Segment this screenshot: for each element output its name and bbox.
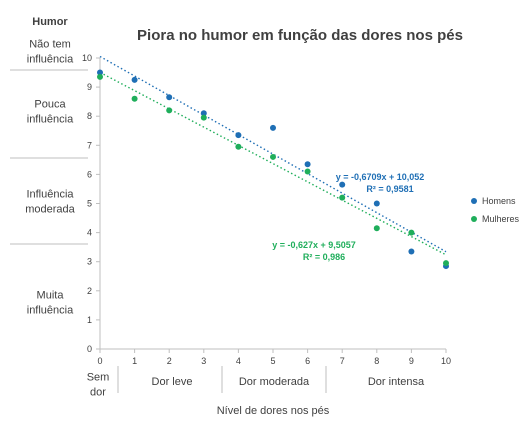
trendline-equation: y = -0,6709x + 10,052 <box>336 172 425 182</box>
point-mulheres <box>235 143 242 150</box>
y-tick-label: 2 <box>87 286 92 296</box>
x-category-label: Dor leve <box>152 376 193 388</box>
x-tick-label: 8 <box>374 356 379 366</box>
y-band-label: Pouca influência <box>27 99 74 126</box>
point-homens <box>408 248 415 255</box>
axes: 0 1 2 3 4 5 6 7 8 9 10 0 1 2 3 4 5 6 7 8 9 10 <box>82 53 451 366</box>
y-tick-label: 10 <box>82 53 92 63</box>
point-homens <box>166 94 173 101</box>
point-homens <box>235 132 242 139</box>
x-tick-label: 2 <box>167 356 172 366</box>
point-mulheres <box>339 194 346 201</box>
x-tick-label: 0 <box>97 356 102 366</box>
y-tick-label: 7 <box>87 140 92 150</box>
legend-marker <box>471 198 477 204</box>
trendline-equations: y = -0,6709x + 10,052 R² = 0,9581 y = -0,6… <box>272 172 424 262</box>
point-mulheres <box>408 229 415 236</box>
point-mulheres <box>97 73 103 80</box>
x-tick-label: 1 <box>132 356 137 366</box>
x-tick-label: 10 <box>441 356 451 366</box>
legend-label: Mulheres <box>482 214 520 224</box>
x-category-label: Sem dor <box>87 372 110 399</box>
x-tick-label: 3 <box>201 356 206 366</box>
chart-legend: Homens Mulheres <box>471 196 520 224</box>
y-tick-label: 4 <box>87 228 92 238</box>
x-tick-label: 5 <box>270 356 275 366</box>
y-tick-label: 8 <box>87 111 92 121</box>
x-tick-label: 7 <box>340 356 345 366</box>
y-tick-label: 0 <box>87 344 92 354</box>
point-homens <box>200 110 207 117</box>
trendlines <box>99 55 447 256</box>
y-band-label: Não tem influência <box>27 39 74 66</box>
point-mulheres <box>200 114 207 121</box>
point-homens <box>131 76 138 83</box>
y-tick-label: 5 <box>87 199 92 209</box>
point-homens <box>270 124 276 131</box>
legend-marker <box>471 216 477 222</box>
x-category-labels: Sem dor Dor leve Dor moderada Dor intensa <box>87 366 425 399</box>
trendline-mulheres <box>99 71 447 256</box>
point-mulheres <box>270 153 276 160</box>
x-tick-label: 4 <box>236 356 241 366</box>
y-band-label: Muita influência <box>27 290 74 317</box>
trendline-r2: R² = 0,9581 <box>366 184 413 194</box>
y-band-labels: Não tem influência Pouca influência Influênc… <box>10 39 88 317</box>
y-tick-label: 6 <box>87 169 92 179</box>
trendline-r2: R² = 0,986 <box>303 252 345 262</box>
point-mulheres <box>373 225 380 232</box>
x-tick-label: 9 <box>409 356 414 366</box>
y-band-label: Influência moderada <box>25 189 75 216</box>
y-tick-label: 9 <box>87 82 92 92</box>
point-mulheres <box>131 95 138 102</box>
x-category-label: Dor intensa <box>368 376 425 388</box>
point-homens <box>304 161 311 168</box>
legend-label: Homens <box>482 196 516 206</box>
y-axis-title: Humor <box>32 16 68 28</box>
trendline-equation: y = -0,627x + 9,5057 <box>272 240 356 250</box>
data-points <box>97 69 449 270</box>
point-mulheres <box>304 168 311 175</box>
x-tick-label: 6 <box>305 356 310 366</box>
point-homens <box>97 69 103 76</box>
y-tick-label: 1 <box>87 315 92 325</box>
chart-title: Piora no humor em função das dores nos p… <box>137 27 463 44</box>
x-category-label: Dor moderada <box>239 376 310 388</box>
y-tick-label: 3 <box>87 257 92 267</box>
point-mulheres <box>166 107 173 114</box>
point-mulheres <box>443 260 449 267</box>
point-homens <box>373 200 380 207</box>
x-axis-title: Nível de dores nos pés <box>217 405 330 417</box>
point-homens <box>339 181 346 188</box>
